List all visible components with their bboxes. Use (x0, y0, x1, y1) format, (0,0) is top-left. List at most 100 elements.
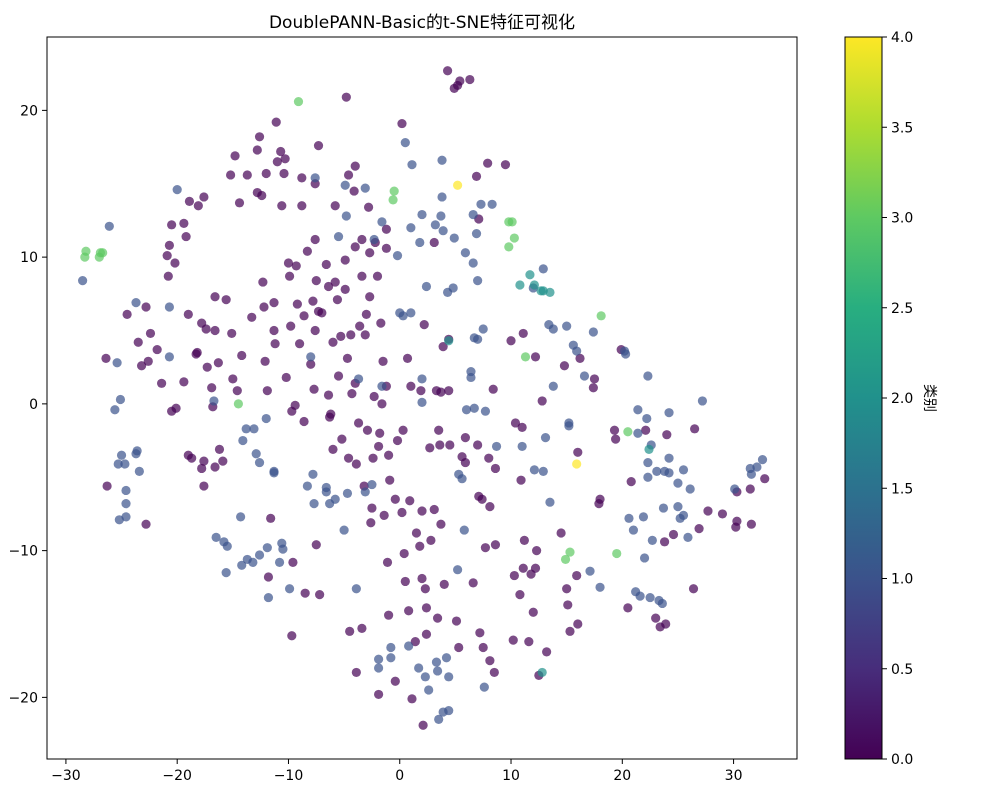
data-point-class-1 (112, 358, 122, 368)
y-tick-label: −10 (8, 544, 38, 560)
data-point-class-1 (588, 327, 598, 337)
y-tick-label: 10 (20, 250, 38, 266)
data-point-class-1 (172, 185, 182, 195)
data-point-class-0 (381, 243, 391, 253)
data-point-class-0 (276, 146, 286, 157)
data-point-class-0 (252, 145, 262, 155)
data-point-class-1 (746, 469, 756, 479)
data-point-class-0 (201, 324, 211, 334)
data-point-class-0 (163, 271, 173, 281)
data-point-class-3 (623, 427, 633, 437)
data-point-class-1 (211, 532, 221, 543)
data-point-class-1 (638, 512, 649, 522)
data-point-class-0 (518, 328, 528, 339)
data-point-class-1 (643, 371, 653, 381)
data-point-class-0 (573, 447, 583, 457)
data-point-class-0 (315, 590, 325, 600)
data-point-class-1 (330, 494, 340, 504)
data-point-class-0 (369, 391, 379, 402)
data-point-class-1 (417, 209, 427, 220)
data-point-class-0 (688, 584, 699, 594)
data-point-class-0 (350, 161, 360, 171)
data-point-class-0 (122, 309, 132, 319)
data-point-class-1 (121, 485, 131, 496)
data-point-class-1 (386, 642, 396, 653)
data-point-class-1 (342, 488, 353, 498)
data-point-class-1 (249, 424, 259, 434)
data-point-class-1 (431, 657, 442, 667)
data-point-class-0 (480, 543, 491, 553)
data-point-class-1 (333, 231, 344, 242)
data-point-class-1 (468, 258, 478, 268)
data-point-class-0 (340, 284, 350, 295)
data-point-class-1 (209, 396, 219, 406)
data-point-class-0 (626, 477, 636, 487)
data-point-class-0 (451, 616, 462, 626)
data-point-class-1 (473, 334, 483, 344)
data-point-class-0 (374, 441, 384, 452)
colorbar-label: 类别 (921, 384, 937, 412)
data-point-class-1 (302, 481, 312, 491)
data-point-class-1 (466, 372, 476, 383)
data-point-class-0 (292, 299, 302, 309)
data-point-class-0 (311, 276, 321, 286)
data-point-class-0 (420, 584, 430, 594)
data-point-class-0 (309, 384, 319, 394)
data-point-class-0 (263, 572, 274, 582)
data-point-class-0 (288, 557, 298, 567)
data-point-class-0 (421, 629, 432, 639)
data-point-class-0 (262, 386, 272, 396)
data-point-class-1 (414, 663, 424, 673)
data-point-class-1 (476, 199, 486, 209)
data-point-class-1 (621, 349, 631, 359)
data-point-class-0 (429, 504, 439, 515)
data-point-class-0 (528, 607, 538, 617)
data-point-class-0 (323, 390, 334, 400)
data-point-class-0 (609, 425, 620, 435)
data-point-class-1 (417, 374, 427, 384)
data-point-class-0 (199, 192, 209, 202)
data-point-class-1 (340, 180, 350, 190)
data-point-class-0 (197, 463, 207, 474)
colorbar-ticks: 0.0 0.5 1.0 1.5 2.0 2.5 3.0 3.5 4.0 (882, 30, 913, 768)
data-point-class-0 (426, 535, 436, 545)
data-point-class-1 (639, 553, 650, 563)
data-point-class-0 (425, 443, 435, 453)
data-point-class-1 (645, 592, 655, 603)
data-point-class-0 (397, 507, 407, 518)
data-point-class-1 (517, 441, 527, 452)
data-point-class-1 (664, 453, 674, 463)
data-point-class-0 (184, 196, 195, 206)
data-point-class-0 (411, 528, 422, 538)
data-point-class-1 (424, 685, 434, 695)
data-point-class-0 (323, 281, 334, 292)
data-point-class-0 (483, 158, 493, 168)
data-point-class-1 (308, 469, 318, 479)
data-point-class-1 (752, 462, 762, 472)
data-point-class-2 (525, 270, 535, 280)
data-point-class-0 (376, 318, 386, 328)
data-point-class-0 (357, 623, 367, 633)
data-point-class-0 (226, 170, 236, 180)
data-point-class-0 (351, 459, 361, 469)
data-point-class-1 (263, 592, 274, 603)
data-point-class-1 (685, 484, 695, 494)
data-point-class-0 (651, 613, 661, 623)
data-point-class-0 (330, 201, 340, 211)
data-point-class-0 (595, 494, 605, 504)
x-tick-label: 10 (502, 768, 520, 784)
data-point-class-1 (353, 374, 364, 384)
data-point-class-0 (421, 603, 432, 613)
data-point-class-0 (343, 170, 354, 180)
data-point-class-1 (421, 281, 432, 292)
data-point-class-1 (643, 457, 653, 468)
data-point-class-0 (372, 271, 383, 281)
data-point-class-3 (504, 242, 514, 252)
data-point-class-1 (624, 513, 634, 523)
data-point-class-2 (644, 444, 654, 454)
data-point-class-1 (643, 472, 653, 482)
data-point-class-0 (270, 339, 280, 349)
data-point-class-4 (572, 459, 582, 469)
data-point-class-1 (678, 510, 689, 520)
data-point-class-0 (690, 424, 700, 434)
